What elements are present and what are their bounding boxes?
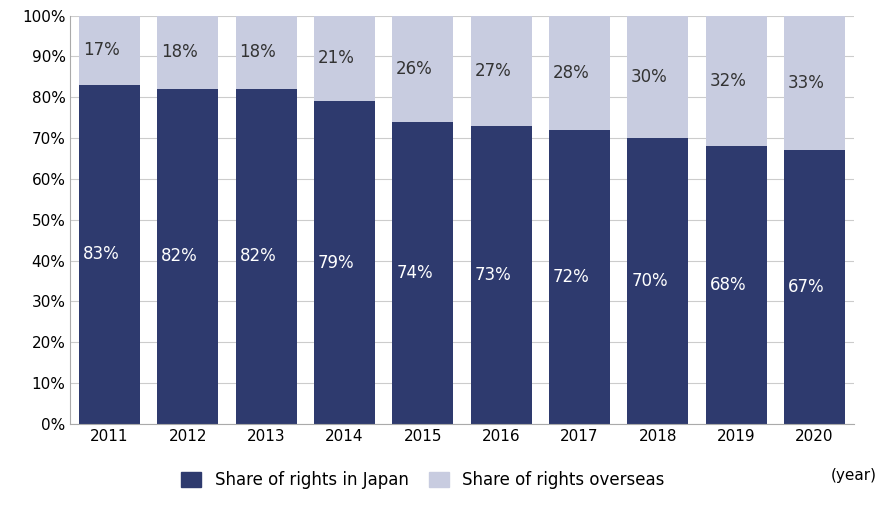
- Text: (year): (year): [831, 468, 876, 483]
- Bar: [706, 16, 766, 146]
- Bar: [706, 146, 766, 424]
- Bar: [158, 16, 218, 89]
- Bar: [314, 101, 375, 424]
- Bar: [314, 16, 375, 101]
- Text: 28%: 28%: [553, 64, 590, 82]
- Text: 68%: 68%: [709, 276, 746, 294]
- Text: 74%: 74%: [396, 264, 433, 282]
- Bar: [471, 126, 532, 424]
- Text: 83%: 83%: [83, 246, 120, 264]
- Bar: [549, 130, 610, 424]
- Text: 82%: 82%: [239, 248, 276, 266]
- Bar: [549, 16, 610, 130]
- Bar: [79, 16, 140, 85]
- Bar: [79, 85, 140, 424]
- Bar: [471, 16, 532, 126]
- Bar: [784, 16, 845, 150]
- Bar: [158, 89, 218, 424]
- Text: 82%: 82%: [161, 248, 198, 266]
- Bar: [784, 150, 845, 424]
- Bar: [627, 138, 688, 424]
- Bar: [392, 121, 453, 424]
- Text: 79%: 79%: [318, 254, 355, 271]
- Text: 70%: 70%: [631, 272, 668, 290]
- Text: 27%: 27%: [474, 62, 511, 80]
- Text: 30%: 30%: [631, 68, 668, 86]
- Bar: [392, 16, 453, 121]
- Text: 32%: 32%: [709, 72, 746, 90]
- Text: 33%: 33%: [788, 74, 825, 92]
- Text: 73%: 73%: [474, 266, 511, 284]
- Text: 18%: 18%: [161, 43, 198, 62]
- Text: 21%: 21%: [318, 50, 355, 67]
- Text: 26%: 26%: [396, 59, 433, 78]
- Bar: [236, 89, 297, 424]
- Text: 67%: 67%: [788, 278, 825, 296]
- Text: 72%: 72%: [553, 268, 590, 286]
- Bar: [236, 16, 297, 89]
- Bar: [627, 16, 688, 138]
- Text: 17%: 17%: [83, 41, 120, 59]
- Text: 18%: 18%: [239, 43, 276, 62]
- Legend: Share of rights in Japan, Share of rights overseas: Share of rights in Japan, Share of right…: [173, 463, 672, 497]
